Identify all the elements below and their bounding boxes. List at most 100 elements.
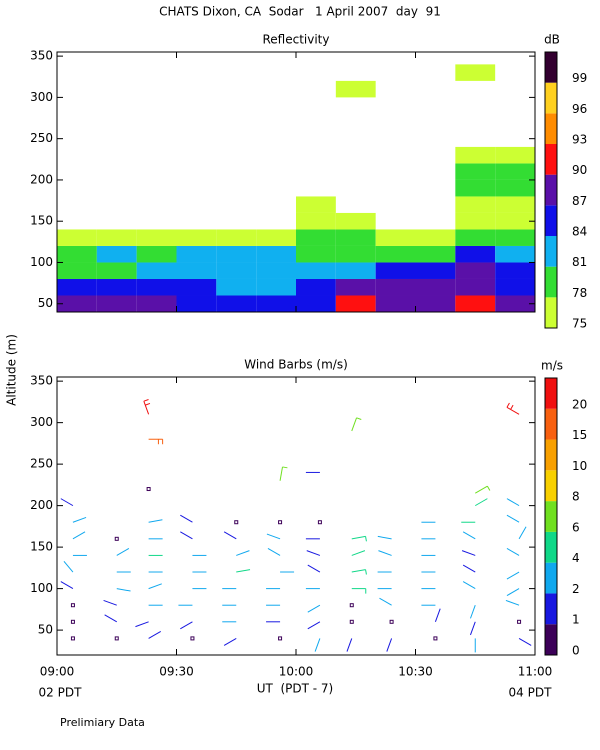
reflectivity-cell [495, 262, 535, 279]
page-title: CHATS Dixon, CA Sodar 1 April 2007 day 9… [159, 5, 441, 19]
reflectivity-cell [296, 229, 336, 246]
reflectivity-cell [57, 278, 97, 296]
barb-stroke [510, 404, 514, 410]
colorbar-unit: m/s [541, 359, 563, 373]
colorbar-segment [545, 266, 557, 298]
x-right-note: 04 PDT [509, 686, 553, 700]
reflectivity-cell [415, 229, 456, 246]
colorbar-frame [544, 51, 558, 329]
y-tick-label: 250 [30, 131, 53, 145]
barb-stroke [462, 531, 476, 540]
reflectivity-cell [495, 196, 535, 213]
reflectivity-cell [216, 229, 257, 246]
barb-stroke [223, 637, 237, 646]
y-tick-label: 50 [38, 296, 53, 310]
wind-barb [266, 533, 281, 540]
calm-marker [349, 619, 354, 624]
barb-stroke [469, 605, 476, 619]
barb-stroke [506, 402, 510, 408]
reflectivity-cell [455, 196, 496, 213]
y-tick-label: 350 [30, 49, 53, 63]
reflectivity-cell [256, 262, 296, 279]
calm-marker [278, 520, 283, 525]
plot-frame [56, 376, 536, 656]
barb-stroke [279, 466, 283, 481]
barb-stroke [518, 526, 527, 540]
barb-stroke [351, 417, 358, 432]
colorbar-label: 99 [572, 71, 587, 85]
barb-stroke [104, 614, 117, 623]
panel-title: Reflectivity [262, 33, 329, 47]
wind-barb [506, 547, 520, 556]
y-tick-label: 100 [30, 581, 53, 595]
wind-barb [116, 588, 131, 592]
colorbar-label: 0 [572, 644, 580, 658]
x-tick-label: 09:00 [40, 665, 75, 679]
wind-barb [351, 588, 367, 594]
reflectivity-cell [216, 278, 257, 296]
wind-barb [180, 514, 193, 523]
wind-barb [378, 550, 392, 556]
reflectivity-cell [136, 278, 177, 296]
barb-stroke [505, 599, 520, 606]
wind-barb [279, 466, 288, 481]
barb-stroke [518, 637, 532, 646]
barb-stroke [143, 401, 150, 415]
reflectivity-cell [455, 212, 496, 230]
colorbar-segment [545, 52, 557, 83]
x-tick-label: 10:30 [398, 665, 433, 679]
colorbar-segment [545, 470, 557, 502]
barb-stroke [356, 417, 362, 420]
calm-marker [234, 520, 239, 525]
y-tick-label: 150 [30, 540, 53, 554]
reflectivity-cell [415, 262, 456, 279]
y-tick-label: 100 [30, 255, 53, 269]
barb-stroke [475, 485, 488, 494]
colorbar-segment [545, 82, 557, 114]
wind-barb [506, 498, 520, 507]
wind-barb [306, 550, 321, 556]
colorbar-segment [545, 408, 557, 440]
wind-barb [379, 597, 392, 606]
colorbar-label: 20 [572, 397, 587, 411]
reflectivity-cell [495, 245, 535, 263]
footer: Prelimiary Data [60, 716, 145, 729]
barb-stroke [378, 550, 392, 556]
colorbar-label: 78 [572, 286, 587, 300]
barb-stroke [267, 547, 281, 556]
reflectivity-cell [216, 245, 257, 263]
colorbar-label: 2 [572, 582, 580, 596]
y-tick-label: 250 [30, 457, 53, 471]
barb-stroke [72, 516, 87, 523]
wind-barb [148, 630, 161, 639]
reflectivity-cell [415, 278, 456, 296]
colorbar-label: 84 [572, 225, 587, 239]
colorbar-segment [545, 236, 557, 267]
colorbar-segment [545, 562, 557, 594]
barb-stroke [365, 536, 367, 542]
wind-barb [135, 621, 149, 628]
barb-stroke [236, 569, 251, 573]
y-tick-label: 200 [30, 498, 53, 512]
reflectivity-cell [375, 262, 416, 279]
reflectivity-cell [455, 262, 496, 279]
reflectivity-cell [136, 295, 177, 312]
colorbar-segment [545, 174, 557, 206]
reflectivity-cell [57, 295, 97, 312]
colorbar-label: 1 [572, 613, 580, 627]
reflectivity-cell [495, 212, 535, 230]
y-tick-label: 350 [30, 374, 53, 388]
barb-stroke [434, 608, 441, 622]
reflectivity-cell [455, 163, 496, 180]
reflectivity-cell [335, 278, 376, 296]
barb-stroke [282, 466, 288, 469]
barb-stroke [148, 630, 161, 639]
wind-barb [351, 569, 367, 575]
colorbar-segment [545, 593, 557, 625]
calm-marker [70, 603, 75, 608]
colorbar-label: 8 [572, 490, 580, 504]
reflectivity-cell [256, 278, 296, 296]
wind-barb [351, 417, 362, 432]
wind-barb [462, 564, 476, 573]
reflectivity-cell [176, 278, 217, 296]
